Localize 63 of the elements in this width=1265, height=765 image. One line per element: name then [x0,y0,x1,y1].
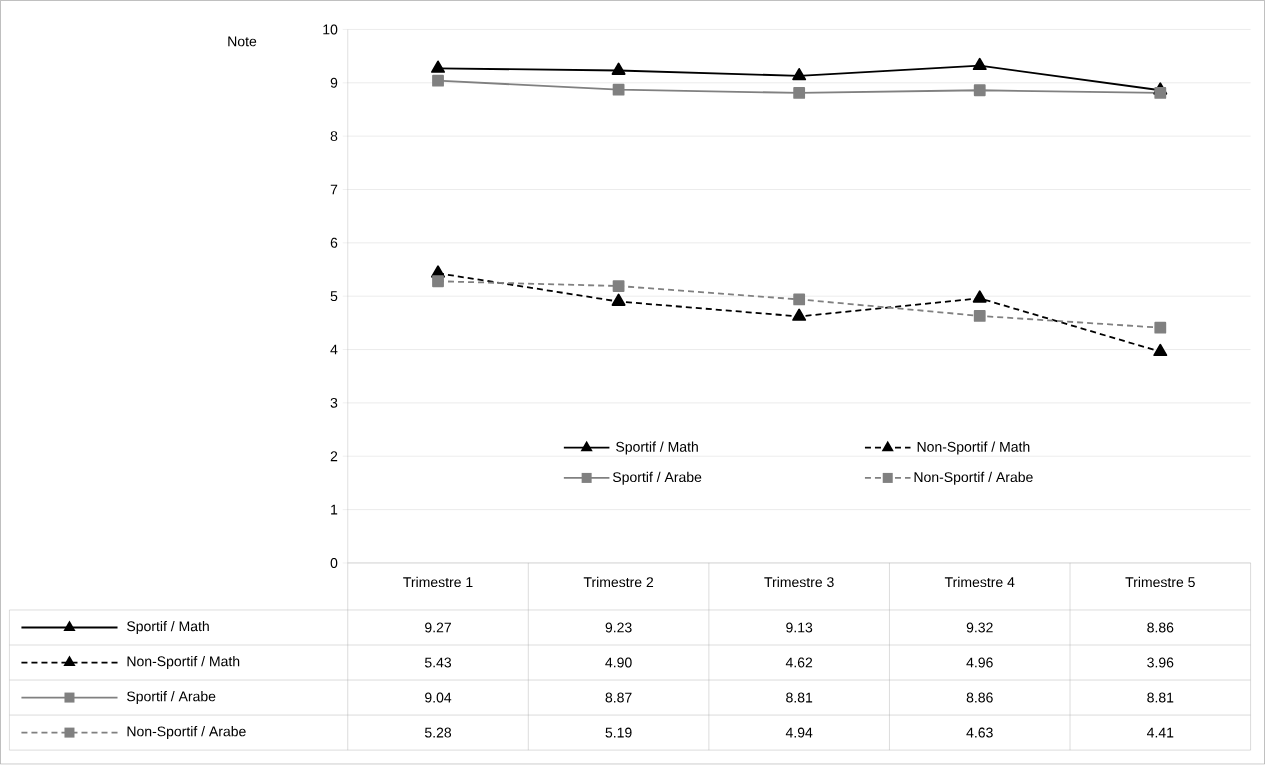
data-label: 8.86 [966,692,993,703]
legend-label: Non-Sportif / Arabe [914,472,1033,486]
point [611,62,626,76]
point [1154,321,1167,334]
data-label: 4.63 [966,727,993,738]
point [972,290,987,303]
point [431,60,445,74]
text: Sportif / Math [127,621,209,635]
point [432,275,444,288]
data-label: 9.04 [425,692,452,703]
data-label: 9.27 [425,622,451,633]
point [432,74,444,87]
data-label: 5.19 [605,727,632,738]
data-label: 8.86 [1147,622,1174,633]
point [973,310,986,323]
data-label: 3.96 [1147,657,1174,668]
data-label: 4.94 [785,727,813,738]
data-label: 5.28 [424,727,452,738]
point [1153,344,1168,357]
y-tick-label: 10 [323,24,338,35]
point [793,293,806,306]
point [972,58,987,71]
y-tick-label: 0 [330,558,338,569]
x-tick-label: Trimestre 3 [764,577,834,588]
data-label: 9.32 [966,622,993,633]
data-label: 4.90 [605,657,632,668]
data-label: 9.23 [605,622,632,633]
point [612,280,625,293]
data-label: 4.96 [966,657,993,668]
x-tick-label: Trimestre 1 [403,577,473,588]
point [792,68,807,81]
data-label: 8.87 [605,692,632,703]
y-tick-label: 9 [330,78,338,88]
x-tick-label: Trimestre 2 [583,577,654,588]
y-tick-label: 7 [330,184,338,195]
y-tick-label: 1 [331,505,338,515]
point [1154,87,1167,100]
data-label: 9.13 [786,622,813,633]
point [612,84,625,96]
x-tick-label: Trimestre 5 [1125,577,1195,588]
y-tick-label: 3 [330,398,338,409]
point [793,87,806,100]
y-tick-label: 8 [330,131,338,142]
text: Sportif / Arabe [127,691,216,705]
data-label: 4.62 [785,657,813,668]
legend-label: Sportif / Arabe [612,472,702,486]
data-label: 8.81 [786,692,813,703]
legend-label: Non-Sportif / Math [917,441,1030,455]
x-tick-label: Trimestre 4 [944,577,1015,588]
y-tick-label: 6 [330,238,338,249]
y-axis-title: Note [228,36,257,47]
y-tick-label: 5 [330,291,338,302]
text: Non-Sportif / Arabe [127,726,246,740]
y-tick-label: 2 [330,451,338,462]
point [611,293,626,307]
data-label: 5.43 [424,657,452,668]
point [792,308,807,322]
legend-label: Sportif / Math [616,441,698,455]
y-tick-label: 4 [330,344,338,355]
data-label: 4.41 [1146,728,1174,738]
data-label: 8.81 [1147,692,1174,703]
text: Non-Sportif / Math [127,656,240,670]
point [973,84,986,97]
